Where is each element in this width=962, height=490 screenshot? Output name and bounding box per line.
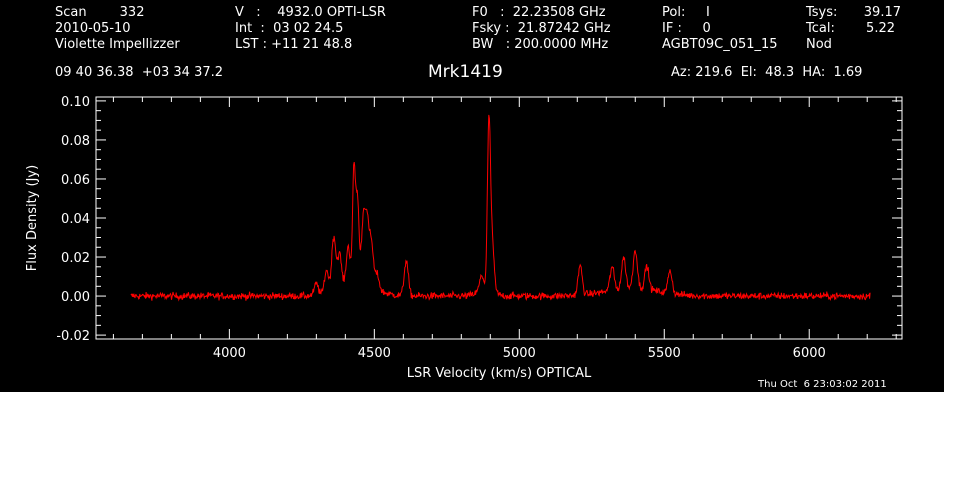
lst-label: LST : +11 21 48.8 <box>235 37 353 52</box>
nod-label: Nod <box>806 37 832 52</box>
x-tick-label: 5000 <box>503 346 536 361</box>
tsys-value: 39.17 <box>863 5 901 20</box>
y-tick-label: 0.02 <box>61 251 90 266</box>
spectrum-line <box>130 114 871 302</box>
integration-label: Int : 03 02 24.5 <box>235 21 344 36</box>
x-tick-label: 6000 <box>793 346 826 361</box>
x-tick-label: 5500 <box>648 346 681 361</box>
tcal-label: Tcal: <box>806 21 835 36</box>
y-tick-label: 0.08 <box>61 134 90 149</box>
y-tick-label: 0.10 <box>61 95 90 110</box>
scan-label: Scan 332 <box>55 5 145 20</box>
f0-label: F0 : 22.23508 GHz <box>472 5 606 20</box>
polarization-label: Pol: I <box>662 5 710 20</box>
spectrum-chart: 4000 4500 5000 5500 6000 -0.02 0.00 0.02 0.04 0.0… <box>25 95 903 381</box>
bandwidth-label: BW : 200.0000 MHz <box>472 37 609 52</box>
y-tick-label: -0.02 <box>56 329 90 344</box>
y-tick-label: 0.04 <box>61 212 90 227</box>
y-tick-label: 0.00 <box>61 290 90 305</box>
x-axis-label: LSR Velocity (km/s) OPTICAL <box>407 366 592 381</box>
timestamp-label: Thu Oct 6 23:03:02 2011 <box>758 379 887 390</box>
spectrum-panel: Scan 332 2010-05-10 Violette Impellizzer… <box>0 0 944 392</box>
tcal-value: 5.22 <box>866 21 895 36</box>
fsky-label: Fsky : 21.87242 GHz <box>472 21 611 36</box>
velocity-label: V : 4932.0 OPTI-LSR <box>235 5 386 20</box>
y-axis-label: Flux Density (Jy) <box>25 165 40 271</box>
tsys-label: Tsys: <box>806 5 838 20</box>
if-label: IF : 0 <box>662 21 711 36</box>
project-label: AGBT09C_051_15 <box>662 37 778 52</box>
date-label: 2010-05-10 <box>55 21 131 36</box>
observer-label: Violette Impellizzer <box>55 37 180 52</box>
x-tick-label: 4500 <box>358 346 391 361</box>
source-title: Mrk1419 <box>428 62 503 82</box>
coordinates-label: 09 40 36.38 +03 34 37.2 <box>55 65 224 80</box>
pointing-label: Az: 219.6 El: 48.3 HA: 1.69 <box>671 65 863 80</box>
x-tick-label: 4000 <box>213 346 246 361</box>
plot-frame <box>95 96 903 340</box>
y-tick-label: 0.06 <box>61 173 90 188</box>
